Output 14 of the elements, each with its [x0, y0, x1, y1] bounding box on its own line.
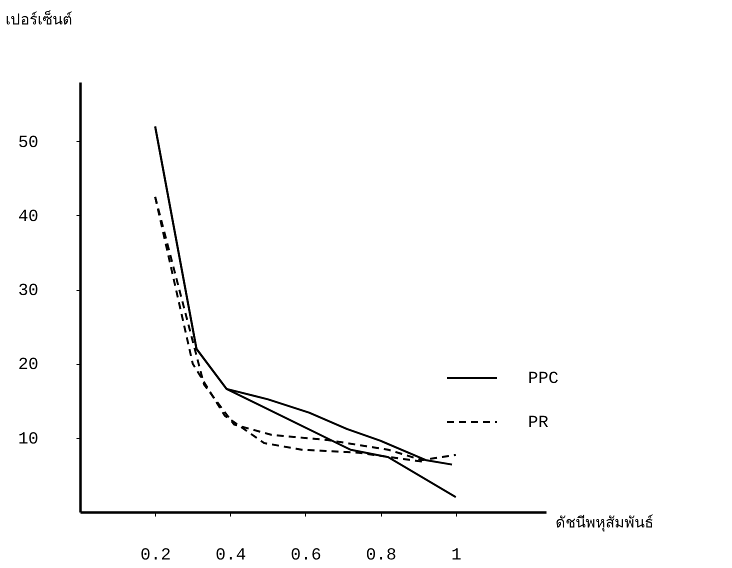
x-tick-label: 0.4	[216, 546, 246, 566]
y-axis-title: เปอร์เซ็นต์	[6, 10, 72, 28]
y-tick-label: 30	[18, 282, 38, 302]
x-tick-label: 0.2	[140, 546, 171, 566]
x-axis-title: ดัชนีพหุสัมพันธ์	[556, 514, 654, 532]
x-tick-label: 0.6	[290, 546, 322, 566]
x-tick-label: 1	[451, 546, 462, 566]
legend-label: PR	[528, 414, 548, 433]
legend-label: PPC	[528, 370, 559, 389]
y-tick-label: 10	[18, 430, 38, 450]
y-tick-label: 40	[18, 208, 38, 227]
y-tick-label: 20	[18, 356, 38, 376]
x-tick-label: 0.8	[366, 546, 396, 566]
y-tick-label: 50	[18, 134, 38, 153]
